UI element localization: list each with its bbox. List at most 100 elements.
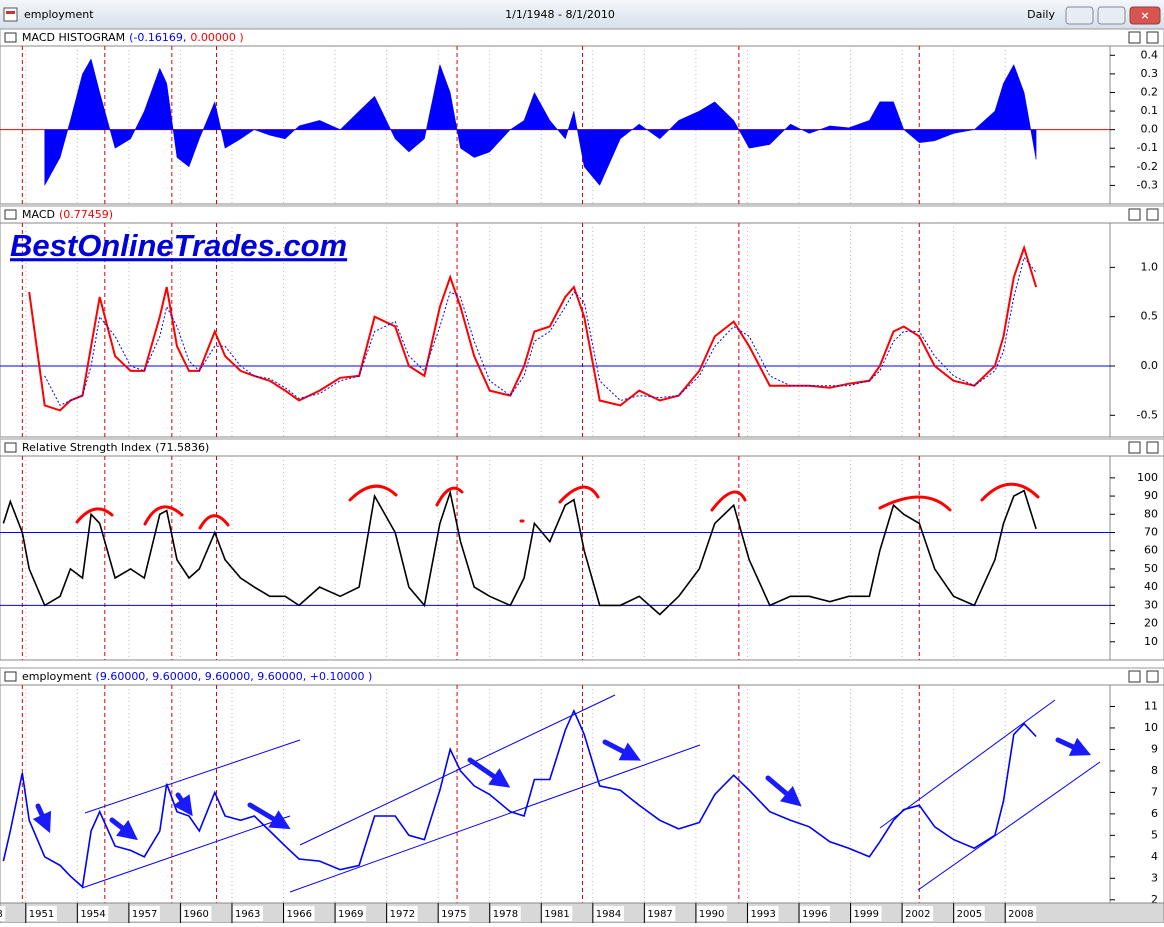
y-tick-label: 0.1: [1141, 104, 1159, 117]
panel-readout: (0.77459): [59, 208, 113, 221]
y-tick-label: 9: [1151, 742, 1158, 755]
x-tick-label-bg: [129, 906, 160, 921]
panel-close-button[interactable]: [1146, 670, 1159, 683]
x-tick-label-bg: [439, 906, 470, 921]
series-line: [28, 244, 1038, 412]
panel-title: MACD: [22, 208, 55, 221]
x-tick-label: 1972: [390, 909, 415, 920]
y-tick-label: 90: [1144, 489, 1158, 502]
arrow: [602, 739, 641, 761]
x-tick-label-bg: [542, 906, 573, 921]
arrow: [32, 803, 52, 834]
panel-close-button[interactable]: [1146, 31, 1159, 44]
x-tick-label: 1990: [699, 909, 724, 920]
y-tick-label: -0.1: [1137, 141, 1158, 154]
series-line: [2, 489, 1037, 616]
y-tick-label: 100: [1137, 471, 1158, 484]
x-tick-label: 1999: [854, 909, 879, 920]
panel-header: [0, 205, 1164, 224]
x-tick-label: 2008: [1008, 909, 1033, 920]
panel-max-button[interactable]: [1128, 208, 1141, 221]
plot-area: [0, 684, 1111, 904]
y-tick-label: -0.3: [1137, 178, 1158, 191]
app-icon: [3, 7, 18, 22]
x-tick-label-bg: [851, 906, 882, 921]
x-tick-label: 2002: [905, 909, 930, 920]
histogram-area: [44, 58, 1037, 186]
title-bar: employment 1/1/1948 - 8/1/2010 Daily ×: [0, 0, 1164, 30]
arrow: [173, 792, 193, 817]
arrows: [32, 737, 1092, 841]
minimize-button[interactable]: [1065, 6, 1094, 25]
close-button[interactable]: [1129, 6, 1161, 25]
x-tick-label: 1960: [183, 909, 208, 920]
y-tick-label: -0.5: [1137, 408, 1158, 421]
y-tick-label: 0.5: [1141, 310, 1159, 323]
panel-max-button[interactable]: [1128, 31, 1141, 44]
x-tick-label-bg: [490, 906, 521, 921]
arc: [348, 484, 398, 502]
period: Daily: [1027, 8, 1055, 21]
y-tick-label: 0.2: [1141, 85, 1159, 98]
arrow: [765, 775, 802, 807]
x-tick-label-bg: [181, 906, 212, 921]
arc: [558, 485, 600, 504]
panel-close-button[interactable]: [1146, 441, 1159, 454]
x-tick-label: 1975: [441, 909, 466, 920]
y-tick-label: 80: [1144, 507, 1158, 520]
restore-button[interactable]: [1097, 6, 1126, 25]
y-tick-label: 30: [1144, 598, 1158, 611]
x-tick-label-bg: [799, 906, 830, 921]
y-tick-label: 7: [1151, 785, 1158, 798]
plot-area: [0, 455, 1111, 661]
panel-icon: [4, 442, 17, 453]
rsi-arcs: [75, 482, 1040, 530]
channel-line: [81, 815, 291, 889]
x-tick-label-bg: [645, 906, 676, 921]
y-axis-area: [1109, 684, 1164, 904]
y-tick-label: 4: [1151, 850, 1158, 863]
x-tick-label-bg: [78, 906, 109, 921]
app-icon-bar: [6, 11, 15, 14]
x-tick-label-bg: [0, 906, 6, 921]
y-tick-label: 20: [1144, 617, 1158, 630]
x-tick-label-bg: [336, 906, 367, 921]
x-tick-label-bg: [954, 906, 985, 921]
x-tick-label: 1984: [596, 909, 621, 920]
panel-readout: (-0.16169,: [129, 31, 186, 44]
x-axis-strip: [0, 902, 1164, 924]
y-tick-label: 8: [1151, 764, 1158, 777]
panel-header-text: MACD HISTOGRAM (-0.16169, 0.00000 ): [22, 31, 244, 44]
panel-icon: [4, 671, 17, 682]
panel-title: Relative Strength Index: [22, 441, 152, 454]
panels: MACD HISTOGRAM (-0.16169, 0.00000 ) 0.4 0.3 0…: [0, 28, 1164, 924]
x-tick-label-bg: [748, 906, 779, 921]
panel-readout: (71.5836): [155, 441, 209, 454]
y-tick-label: -0.2: [1137, 160, 1158, 173]
arc: [435, 486, 464, 507]
panel-header-text: MACD (0.77459): [22, 208, 113, 221]
x-tick-label-bg: [232, 906, 263, 921]
y-tick-label: 6: [1151, 807, 1158, 820]
date-range: 1/1/1948 - 8/1/2010: [505, 8, 615, 21]
y-axis-area: [1109, 222, 1164, 438]
arc: [710, 490, 747, 512]
panel-icon: [4, 209, 17, 220]
panel-readout: 0.00000 ): [190, 31, 243, 44]
y-tick-label: 1.0: [1141, 260, 1159, 273]
channel-lines: [81, 694, 1101, 893]
plot-area: [0, 45, 1111, 205]
y-tick-label: 50: [1144, 562, 1158, 575]
x-tick-label-bg: [284, 906, 315, 921]
x-tick-label-bg: [903, 906, 934, 921]
x-tick-label-bg: [387, 906, 418, 921]
panel-max-button[interactable]: [1128, 441, 1141, 454]
panel-readout: (9.60000, 9.60000, 9.60000, 9.60000, +0.…: [96, 670, 373, 683]
watermark: BestOnlineTrades.com: [10, 228, 347, 263]
y-axis-area: [1109, 455, 1164, 661]
panel-close-button[interactable]: [1146, 208, 1159, 221]
close-glyph: ×: [1140, 9, 1149, 22]
arc: [75, 507, 114, 524]
panel-max-button[interactable]: [1128, 670, 1141, 683]
